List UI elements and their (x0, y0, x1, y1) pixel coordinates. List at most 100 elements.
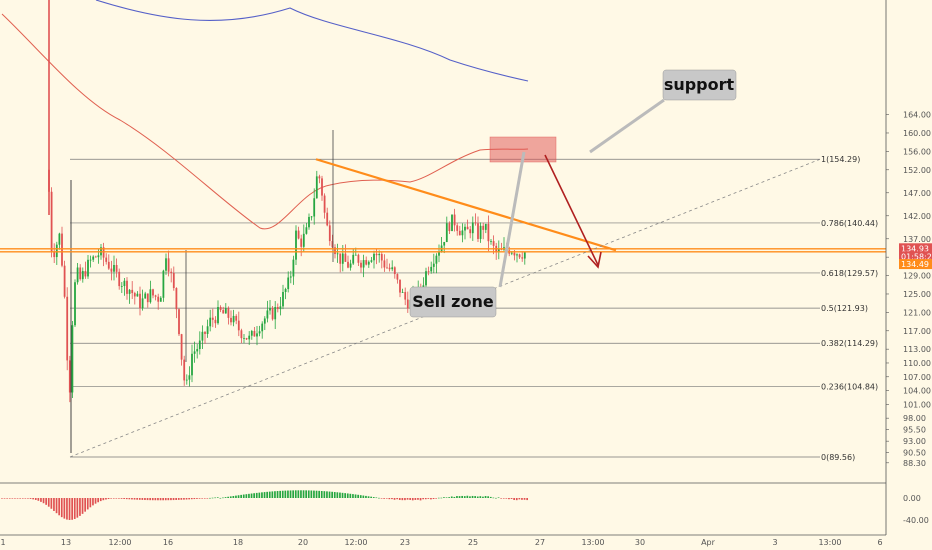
osc-bar (513, 498, 515, 501)
osc-bar (73, 498, 76, 519)
candle-body (269, 308, 271, 311)
candle-body (318, 176, 321, 179)
osc-bar (523, 498, 526, 500)
candle-body (292, 259, 295, 277)
candle-body (513, 252, 516, 256)
osc-bar (380, 498, 383, 499)
osc-bar (180, 498, 183, 500)
osc-bar (469, 496, 471, 498)
osc-bar (19, 498, 21, 499)
candle-body (388, 267, 391, 270)
candle-body (139, 293, 141, 309)
candle-body (295, 230, 297, 260)
candle-body (279, 306, 282, 310)
osc-bar (336, 492, 339, 498)
osc-bar (175, 498, 177, 500)
osc-bar (159, 498, 162, 501)
osc-bar (409, 498, 411, 500)
candle-body (443, 242, 446, 246)
osc-bar (411, 498, 414, 501)
osc-bar (456, 496, 458, 498)
candle-body (188, 375, 191, 380)
osc-bar (131, 498, 133, 500)
candle-body (107, 261, 110, 269)
osc-bar (502, 498, 505, 499)
osc-bar (185, 498, 188, 500)
osc-bar (128, 498, 131, 500)
osc-bar (58, 498, 60, 516)
candle-body (464, 226, 466, 231)
osc-bar (414, 498, 417, 500)
osc-bar (417, 498, 419, 500)
candle-body (435, 255, 438, 264)
candle-body (66, 296, 69, 361)
candle-body (271, 308, 274, 320)
osc-bar (141, 498, 144, 500)
osc-bar (110, 498, 112, 499)
osc-bar (344, 493, 346, 498)
osc-bar (302, 490, 305, 498)
osc-bar (526, 498, 528, 501)
osc-bar (401, 498, 404, 501)
price-tick-label: 152.00 (903, 166, 931, 175)
osc-bar (406, 498, 409, 500)
osc-bar (66, 498, 68, 520)
osc-bar (227, 496, 229, 498)
candle-body (196, 349, 199, 352)
osc-bar (118, 498, 120, 499)
osc-bar (3, 498, 6, 499)
osc-bar (372, 497, 375, 498)
candle-body (391, 267, 394, 270)
candle-body (81, 271, 84, 280)
osc-bar (443, 497, 445, 498)
osc-bar (232, 495, 235, 498)
osc-bar (224, 497, 227, 498)
osc-bar (133, 498, 136, 500)
osc-bar (320, 490, 323, 498)
osc-bar (8, 498, 11, 499)
candle-body (261, 323, 264, 332)
projection-arrow-shaft (544, 154, 599, 266)
candle-body (214, 319, 217, 324)
osc-bar (170, 498, 172, 501)
osc-bar (68, 498, 71, 520)
osc-bar (94, 498, 97, 504)
osc-bar (370, 496, 372, 498)
candle-body (97, 255, 100, 258)
osc-bar (352, 494, 354, 498)
price-tick-label: 101.00 (903, 400, 931, 409)
candle-body (68, 360, 71, 393)
osc-bar (500, 498, 502, 499)
candle-body (297, 230, 300, 239)
candle-body (178, 309, 180, 335)
fib-label: 0.786(140.44) (821, 219, 878, 228)
candle-body (308, 216, 310, 228)
time-tick-label: 3 (772, 538, 777, 547)
candle-body (383, 260, 386, 268)
candle-body (162, 270, 165, 298)
osc-bar (157, 498, 159, 501)
candle-body (427, 271, 430, 272)
osc-bar (297, 490, 300, 498)
candle-body (448, 223, 451, 231)
candle-body (258, 331, 261, 334)
candle-body (393, 267, 396, 275)
osc-bar (492, 497, 495, 499)
time-tick-label: 12:00 (108, 538, 131, 547)
osc-bar (229, 496, 232, 498)
candle-body (523, 252, 526, 259)
candle-body (360, 262, 362, 268)
time-tick-label: 18 (233, 538, 243, 547)
osc-bar (378, 497, 380, 499)
time-tick-label: 13:00 (581, 538, 604, 547)
osc-bar (196, 498, 198, 499)
osc-bar (99, 498, 102, 502)
candle-body (152, 289, 154, 296)
candle-body (474, 222, 477, 224)
time-tick-label: 20 (298, 538, 308, 547)
osc-bar (383, 498, 385, 499)
time-tick-label: 12:00 (344, 538, 367, 547)
osc-bar (183, 498, 185, 500)
osc-bar (29, 498, 32, 499)
